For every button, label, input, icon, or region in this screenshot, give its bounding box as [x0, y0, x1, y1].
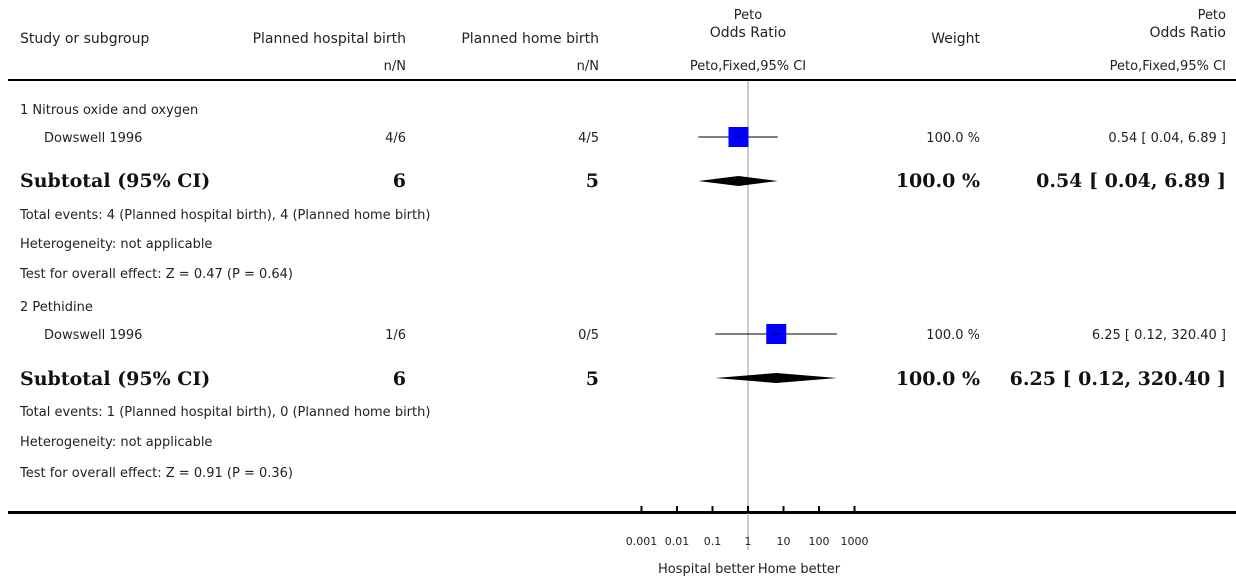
header-study: Study or subgroup	[20, 31, 150, 47]
axis-tick-label: 0.1	[704, 535, 722, 548]
subtotal-2-g2: 5	[585, 368, 599, 390]
header-or-title-top: Peto	[1197, 8, 1226, 23]
axis-tick-label: 1	[745, 535, 752, 548]
axis-tick-label: 0.01	[665, 535, 690, 548]
axis-right-label: Home better	[757, 562, 841, 577]
header-weight: Weight	[931, 31, 980, 47]
subtotal-1-g1: 6	[392, 170, 406, 192]
subgroup-1-title: 1 Nitrous oxide and oxygen	[20, 103, 199, 118]
study-1-weight: 100.0 %	[926, 131, 980, 146]
axis-tick-label: 1000	[841, 535, 869, 548]
study-2-g2: 0/5	[578, 328, 599, 343]
header-plot-title-top: Peto	[733, 8, 763, 23]
study-2-g1: 1/6	[385, 328, 406, 343]
header-group2: Planned home birth	[461, 31, 599, 47]
header-group1: Planned hospital birth	[252, 31, 406, 47]
header-plot-title: Odds Ratio	[709, 25, 787, 41]
subtotal-1-weight: 100.0 %	[895, 170, 980, 192]
header-rule	[8, 79, 1236, 81]
subtotal-2-weight: 100.0 %	[895, 368, 980, 390]
header-n1: n/N	[383, 59, 406, 74]
subgroup-2-title: 2 Pethidine	[20, 300, 93, 315]
subtotal-diamond	[715, 373, 837, 383]
subtotal-2-label: Subtotal (95% CI)	[20, 368, 211, 390]
study-2-ci: 6.25 [ 0.12, 320.40 ]	[1091, 328, 1226, 343]
subtotal-1-label: Subtotal (95% CI)	[20, 170, 211, 192]
axis-left-label: Hospital better	[658, 562, 755, 577]
subtotal-diamond	[698, 176, 778, 186]
axis-tick-label: 10	[777, 535, 791, 548]
subgroup-2-test: Test for overall effect: Z = 0.91 (P = 0…	[20, 466, 293, 481]
subtotal-1-ci: 0.54 [ 0.04, 6.89 ]	[1036, 170, 1226, 192]
subtotal-2-ci: 6.25 [ 0.12, 320.40 ]	[1009, 368, 1226, 390]
subtotal-2-g1: 6	[392, 368, 406, 390]
subgroup-1-heterogeneity: Heterogeneity: not applicable	[20, 237, 213, 252]
subtotal-1-g2: 5	[585, 170, 599, 192]
header-n2: n/N	[576, 59, 599, 74]
subgroup-1-test: Test for overall effect: Z = 0.47 (P = 0…	[20, 267, 293, 282]
study-1-ci: 0.54 [ 0.04, 6.89 ]	[1108, 131, 1226, 146]
footer-rule	[8, 511, 1236, 514]
axis-tick-label: 100	[809, 535, 830, 548]
axis-tick-label: 0.001	[626, 535, 658, 548]
study-2-weight: 100.0 %	[926, 328, 980, 343]
header-or-title: Odds Ratio	[1149, 25, 1226, 41]
header-or-method: Peto,Fixed,95% CI	[1109, 59, 1226, 74]
study-2-name: Dowswell 1996	[44, 328, 143, 343]
study-1-name: Dowswell 1996	[44, 131, 143, 146]
subgroup-1-events: Total events: 4 (Planned hospital birth)…	[20, 208, 431, 223]
study-1-g1: 4/6	[385, 131, 406, 146]
header-plot-method: Peto,Fixed,95% CI	[689, 59, 807, 74]
subgroup-2-events: Total events: 1 (Planned hospital birth)…	[20, 405, 431, 420]
subgroup-2-heterogeneity: Heterogeneity: not applicable	[20, 435, 213, 450]
study-1-g2: 4/5	[578, 131, 599, 146]
